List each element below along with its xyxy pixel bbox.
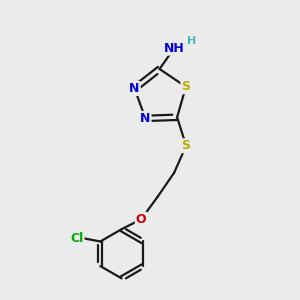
Text: H: H: [187, 36, 196, 46]
Text: O: O: [136, 213, 146, 226]
Text: N: N: [129, 82, 140, 95]
Text: S: S: [182, 80, 190, 93]
Text: S: S: [182, 139, 190, 152]
Text: NH: NH: [164, 42, 184, 55]
Text: N: N: [140, 112, 151, 125]
Text: Cl: Cl: [70, 232, 83, 245]
